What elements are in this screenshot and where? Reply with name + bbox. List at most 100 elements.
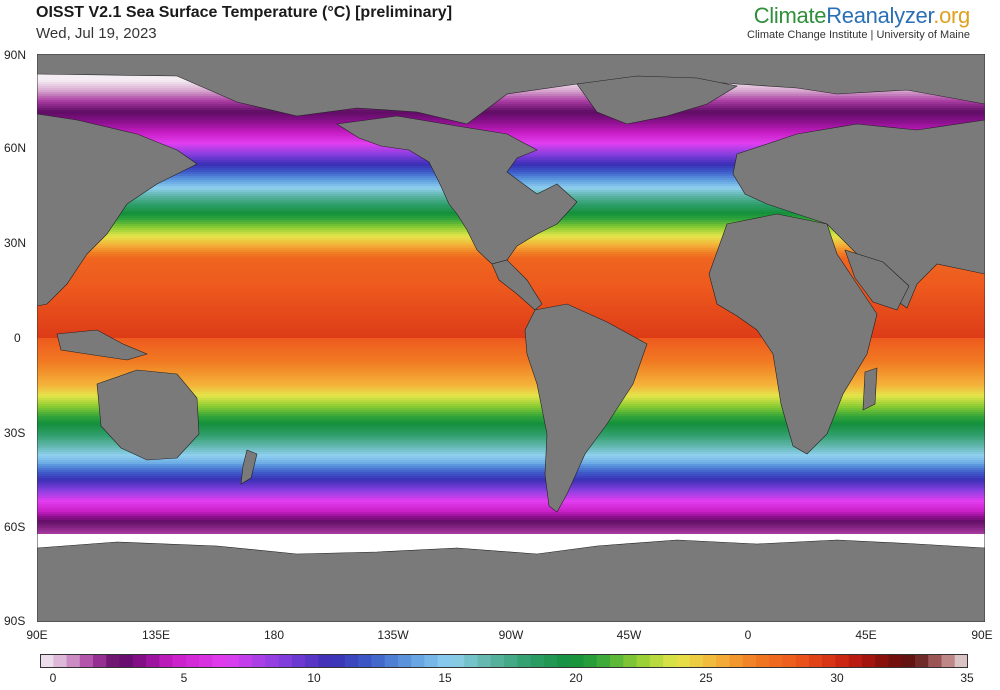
colorbar-swatch	[265, 654, 280, 668]
colorbar-swatch	[66, 654, 81, 668]
sst-band	[37, 310, 985, 313]
colorbar-swatch	[623, 654, 638, 668]
sst-band	[37, 382, 985, 385]
sst-band	[37, 168, 985, 171]
sst-band	[37, 426, 985, 429]
colorbar-swatch	[504, 654, 518, 668]
sst-band	[37, 328, 985, 331]
brand-logo[interactable]: ClimateReanalyzer.org	[754, 3, 971, 29]
sst-band	[37, 98, 985, 101]
sst-band	[37, 396, 985, 399]
sst-band	[37, 104, 985, 107]
sst-band	[37, 354, 985, 357]
lat-label-equator: 0	[14, 331, 21, 345]
sst-band	[37, 498, 985, 501]
colorbar-tick-5: 5	[180, 671, 188, 685]
sst-band	[37, 126, 985, 129]
colorbar-swatch	[212, 654, 227, 668]
lat-label-60n: 60N	[4, 141, 27, 155]
sst-band	[37, 442, 985, 445]
colorbar-tick-35: 35	[960, 671, 974, 685]
sst-band	[37, 110, 985, 113]
sst-band	[37, 432, 985, 435]
sst-band	[37, 326, 985, 329]
lat-label-30n: 30N	[4, 236, 27, 250]
colorbar-swatch	[397, 654, 412, 668]
sst-band	[37, 458, 985, 461]
sst-band	[37, 322, 985, 325]
sst-band	[37, 472, 985, 475]
sst-band	[37, 494, 985, 497]
sst-band	[37, 394, 985, 397]
colorbar-swatch	[636, 654, 651, 668]
colorbar-swatch	[119, 654, 134, 668]
colorbar-swatch	[93, 654, 107, 668]
land-antarctica	[37, 539, 985, 622]
lat-label-90n: 90N	[4, 48, 27, 62]
colorbar-swatch	[888, 654, 903, 668]
sst-band	[37, 478, 985, 481]
sst-band	[37, 402, 985, 405]
colorbar-swatch	[172, 654, 187, 668]
colorbar-swatch	[305, 654, 319, 668]
colorbar-tick-20: 20	[569, 671, 583, 685]
lon-label-45e: 45E	[855, 628, 877, 642]
land-arabia	[844, 249, 910, 311]
colorbar-swatch	[185, 654, 200, 668]
sst-band	[37, 378, 985, 381]
colorbar-swatch	[769, 654, 783, 668]
colorbar-tick-30: 30	[830, 671, 844, 685]
colorbar-swatch	[530, 654, 545, 668]
sst-band	[37, 304, 985, 307]
sst-band	[37, 514, 985, 517]
sst-band	[37, 538, 985, 541]
sst-band	[37, 542, 985, 545]
sst-band	[37, 260, 985, 263]
colorbar-frame	[40, 654, 968, 668]
colorbar-swatch	[875, 654, 889, 668]
sst-band	[37, 314, 985, 317]
sst-band	[37, 106, 985, 109]
colorbar	[40, 654, 968, 668]
sst-band	[37, 386, 985, 389]
sst-band	[37, 306, 985, 309]
sst-band	[37, 388, 985, 391]
sst-band	[37, 486, 985, 489]
sst-band	[37, 356, 985, 359]
land-madagascar	[862, 367, 878, 411]
colorbar-swatch	[689, 654, 704, 668]
colorbar-swatch	[146, 654, 160, 668]
sst-band	[37, 434, 985, 437]
land-africa	[708, 213, 878, 455]
sst-band	[37, 94, 985, 97]
sst-band	[37, 464, 985, 467]
sst-band	[37, 440, 985, 443]
lon-label-90w: 90W	[498, 628, 524, 642]
colorbar-swatch	[132, 654, 147, 668]
sst-band	[37, 436, 985, 439]
lon-label-0: 0	[744, 628, 752, 642]
colorbar-swatch	[477, 654, 492, 668]
sst-band	[37, 262, 985, 265]
sst-band	[37, 312, 985, 315]
sst-band	[37, 438, 985, 441]
colorbar-swatch	[517, 654, 532, 668]
sst-band	[37, 536, 985, 539]
sst-band	[37, 526, 985, 529]
sst-band	[37, 410, 985, 413]
colorbar-tick-0: 0	[49, 671, 57, 685]
sst-band	[37, 534, 985, 537]
land-east-asia	[37, 113, 198, 307]
colorbar-swatch	[570, 654, 585, 668]
sst-band	[37, 424, 985, 427]
sst-band	[37, 318, 985, 321]
sst-band	[37, 172, 985, 175]
colorbar-swatch	[450, 654, 465, 668]
colorbar-swatch	[318, 654, 333, 668]
colorbar-swatch	[371, 654, 386, 668]
sst-band	[37, 166, 985, 169]
lon-label-135w: 135W	[377, 628, 409, 642]
sst-band	[37, 102, 985, 105]
colorbar-swatch	[941, 654, 956, 668]
colorbar-swatch	[583, 654, 598, 668]
